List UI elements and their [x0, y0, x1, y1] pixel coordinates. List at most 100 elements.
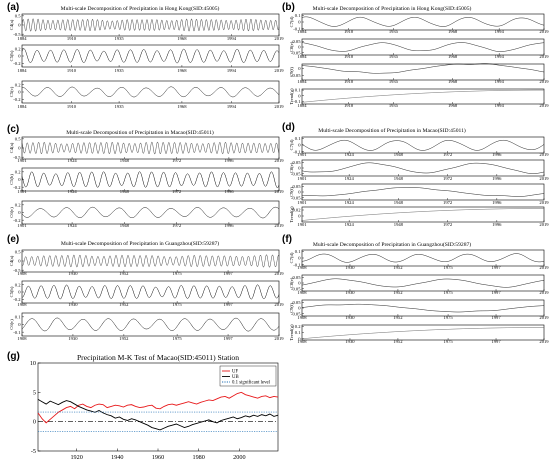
panel-a: (a) Multi-scale Decomposition of Precipit…	[7, 2, 284, 109]
x-tick-label: 1996	[224, 223, 234, 228]
y-tick-label: 0.1	[15, 314, 21, 319]
x-tick-label: 1930	[68, 336, 78, 341]
x-tick-label: 2019	[539, 29, 549, 34]
y-axis-label: C5(b)	[9, 286, 14, 297]
x-tick-label: 1908	[17, 302, 27, 307]
y-tick-label: 0	[18, 23, 21, 28]
y-tick-label: -0.5	[13, 32, 21, 37]
x-tick-label: 1952	[119, 271, 129, 276]
x-tick-label: 1930	[345, 290, 355, 295]
y-tick-label: -0.5	[13, 268, 21, 273]
x-tick-label: 1996	[492, 200, 502, 205]
y-axis-label: C4(a)	[9, 19, 14, 30]
series-line	[21, 86, 280, 98]
y-axis-label: C8(e)	[289, 162, 294, 173]
subplot-frame	[21, 80, 280, 104]
x-tick-label: 1935	[389, 54, 399, 59]
x-tick-label: 1935	[114, 104, 124, 109]
x-tick-label: 1948	[120, 189, 130, 194]
subplot-frame	[301, 88, 545, 105]
panel-d: (d) Multi-scale Decomposition of Precipit…	[282, 122, 549, 227]
y-tick-label: 0.1	[295, 88, 301, 93]
x-tick-label: 1996	[492, 152, 502, 157]
x-tick-label: 1940	[111, 454, 123, 461]
x-tick-label: 1884	[17, 104, 27, 109]
y-axis-label: C6(c)	[9, 207, 14, 218]
x-tick-label: 1948	[120, 158, 130, 163]
x-tick-label: 1997	[491, 290, 501, 295]
x-tick-label: 1884	[17, 36, 27, 41]
y-tick-label: 0.5	[15, 249, 21, 254]
subplot: 0.2 0 -0.2C5(b) 1884 1910 1935 1968 1994 2019	[9, 44, 284, 73]
x-tick-label: 1972	[443, 152, 453, 157]
y-tick-label: 0	[298, 143, 301, 148]
panel-title: Multi-scale Decomposition of Precipitati…	[66, 129, 214, 136]
series-line	[21, 171, 280, 188]
subplot: 0.020 Trend(g)1901 1924 1948 1972 1996 2019	[289, 206, 549, 227]
subplot-frame	[301, 249, 545, 267]
x-tick-label: 1908	[17, 271, 27, 276]
subplot: 0.1 0 -0.1C6(c) 1908 1930 1952 1975 1997 2019	[9, 312, 284, 341]
y-tick-label: 0	[18, 90, 21, 95]
x-tick-label: 1884	[297, 79, 307, 84]
y-tick-label: 0	[18, 146, 21, 151]
x-tick-label: 1924	[67, 189, 77, 194]
y-tick-label: 0.1	[295, 136, 301, 141]
y-tick-label: -0.1	[13, 330, 21, 335]
x-tick-label: 2019	[274, 104, 284, 109]
series-line	[301, 16, 545, 27]
x-tick-label: 1948	[394, 222, 404, 227]
y-tick-label: 10	[30, 360, 36, 367]
x-tick-label: 1952	[119, 302, 129, 307]
y-tick-label: 0.02	[292, 208, 301, 213]
y-tick-label: 0.05	[292, 160, 301, 165]
x-tick-label: 1884	[297, 54, 307, 59]
x-tick-label: 1908	[297, 315, 307, 320]
x-tick-label: 1994	[495, 29, 505, 34]
y-axis-label: C7(d)	[289, 139, 294, 150]
series-line	[21, 254, 280, 268]
y-tick-label: 0.1	[295, 13, 301, 18]
panel-c: (c) Multi-scale Decomposition of Precipit…	[7, 124, 284, 228]
x-tick-label: 1994	[495, 54, 505, 59]
x-tick-label: 1910	[67, 36, 77, 41]
y-axis-label: C5(b)	[9, 174, 14, 185]
subplot-frame	[301, 13, 545, 31]
x-tick-label: 1901	[297, 176, 307, 181]
y-tick-label: -0.2	[13, 218, 21, 223]
x-tick-label: 1930	[345, 315, 355, 320]
x-tick-label: 1997	[223, 336, 233, 341]
x-tick-label: 1935	[389, 79, 399, 84]
x-tick-label: 1997	[223, 271, 233, 276]
y-tick-label: 0.2	[15, 202, 21, 207]
y-tick-label: 0	[298, 190, 301, 195]
panel-title: Multi-scale Decomposition of Precipitati…	[313, 5, 472, 12]
x-tick-label: 2019	[539, 339, 549, 344]
series-line	[301, 278, 545, 288]
chart-title: Precipitation M-K Test of Macao(SID:4501…	[77, 353, 239, 362]
series-line	[301, 139, 545, 151]
y-tick-label: 0	[298, 93, 301, 98]
x-tick-label: 1972	[443, 176, 453, 181]
x-tick-label: 1968	[448, 103, 458, 108]
x-tick-label: 1901	[297, 152, 307, 157]
x-tick-label: 1994	[227, 68, 237, 73]
x-tick-label: 2019	[539, 222, 549, 227]
y-tick-label: 0.2	[15, 46, 21, 51]
y-tick-label: 0	[18, 322, 21, 327]
x-tick-label: 1948	[120, 223, 130, 228]
y-tick-label: -0.2	[13, 61, 21, 66]
panel-label: (e)	[7, 234, 19, 245]
x-tick-label: 1994	[495, 103, 505, 108]
series-line	[301, 303, 545, 313]
x-tick-label: 1996	[492, 222, 502, 227]
x-tick-label: 1972	[172, 189, 182, 194]
panel-label: (a)	[7, 2, 19, 13]
y-tick-label: 0	[298, 281, 301, 286]
series-line	[301, 63, 545, 74]
panel-e: (e) Multi-scale Decomposition of Precipit…	[7, 234, 284, 341]
x-tick-label: 1935	[114, 36, 124, 41]
y-tick-label: -0.05	[291, 73, 301, 78]
